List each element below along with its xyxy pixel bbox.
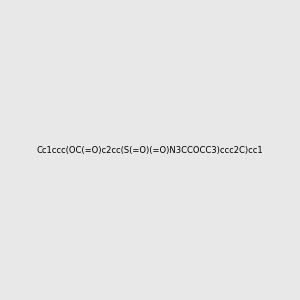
Text: Cc1ccc(OC(=O)c2cc(S(=O)(=O)N3CCOCC3)ccc2C)cc1: Cc1ccc(OC(=O)c2cc(S(=O)(=O)N3CCOCC3)ccc2…: [37, 146, 263, 154]
